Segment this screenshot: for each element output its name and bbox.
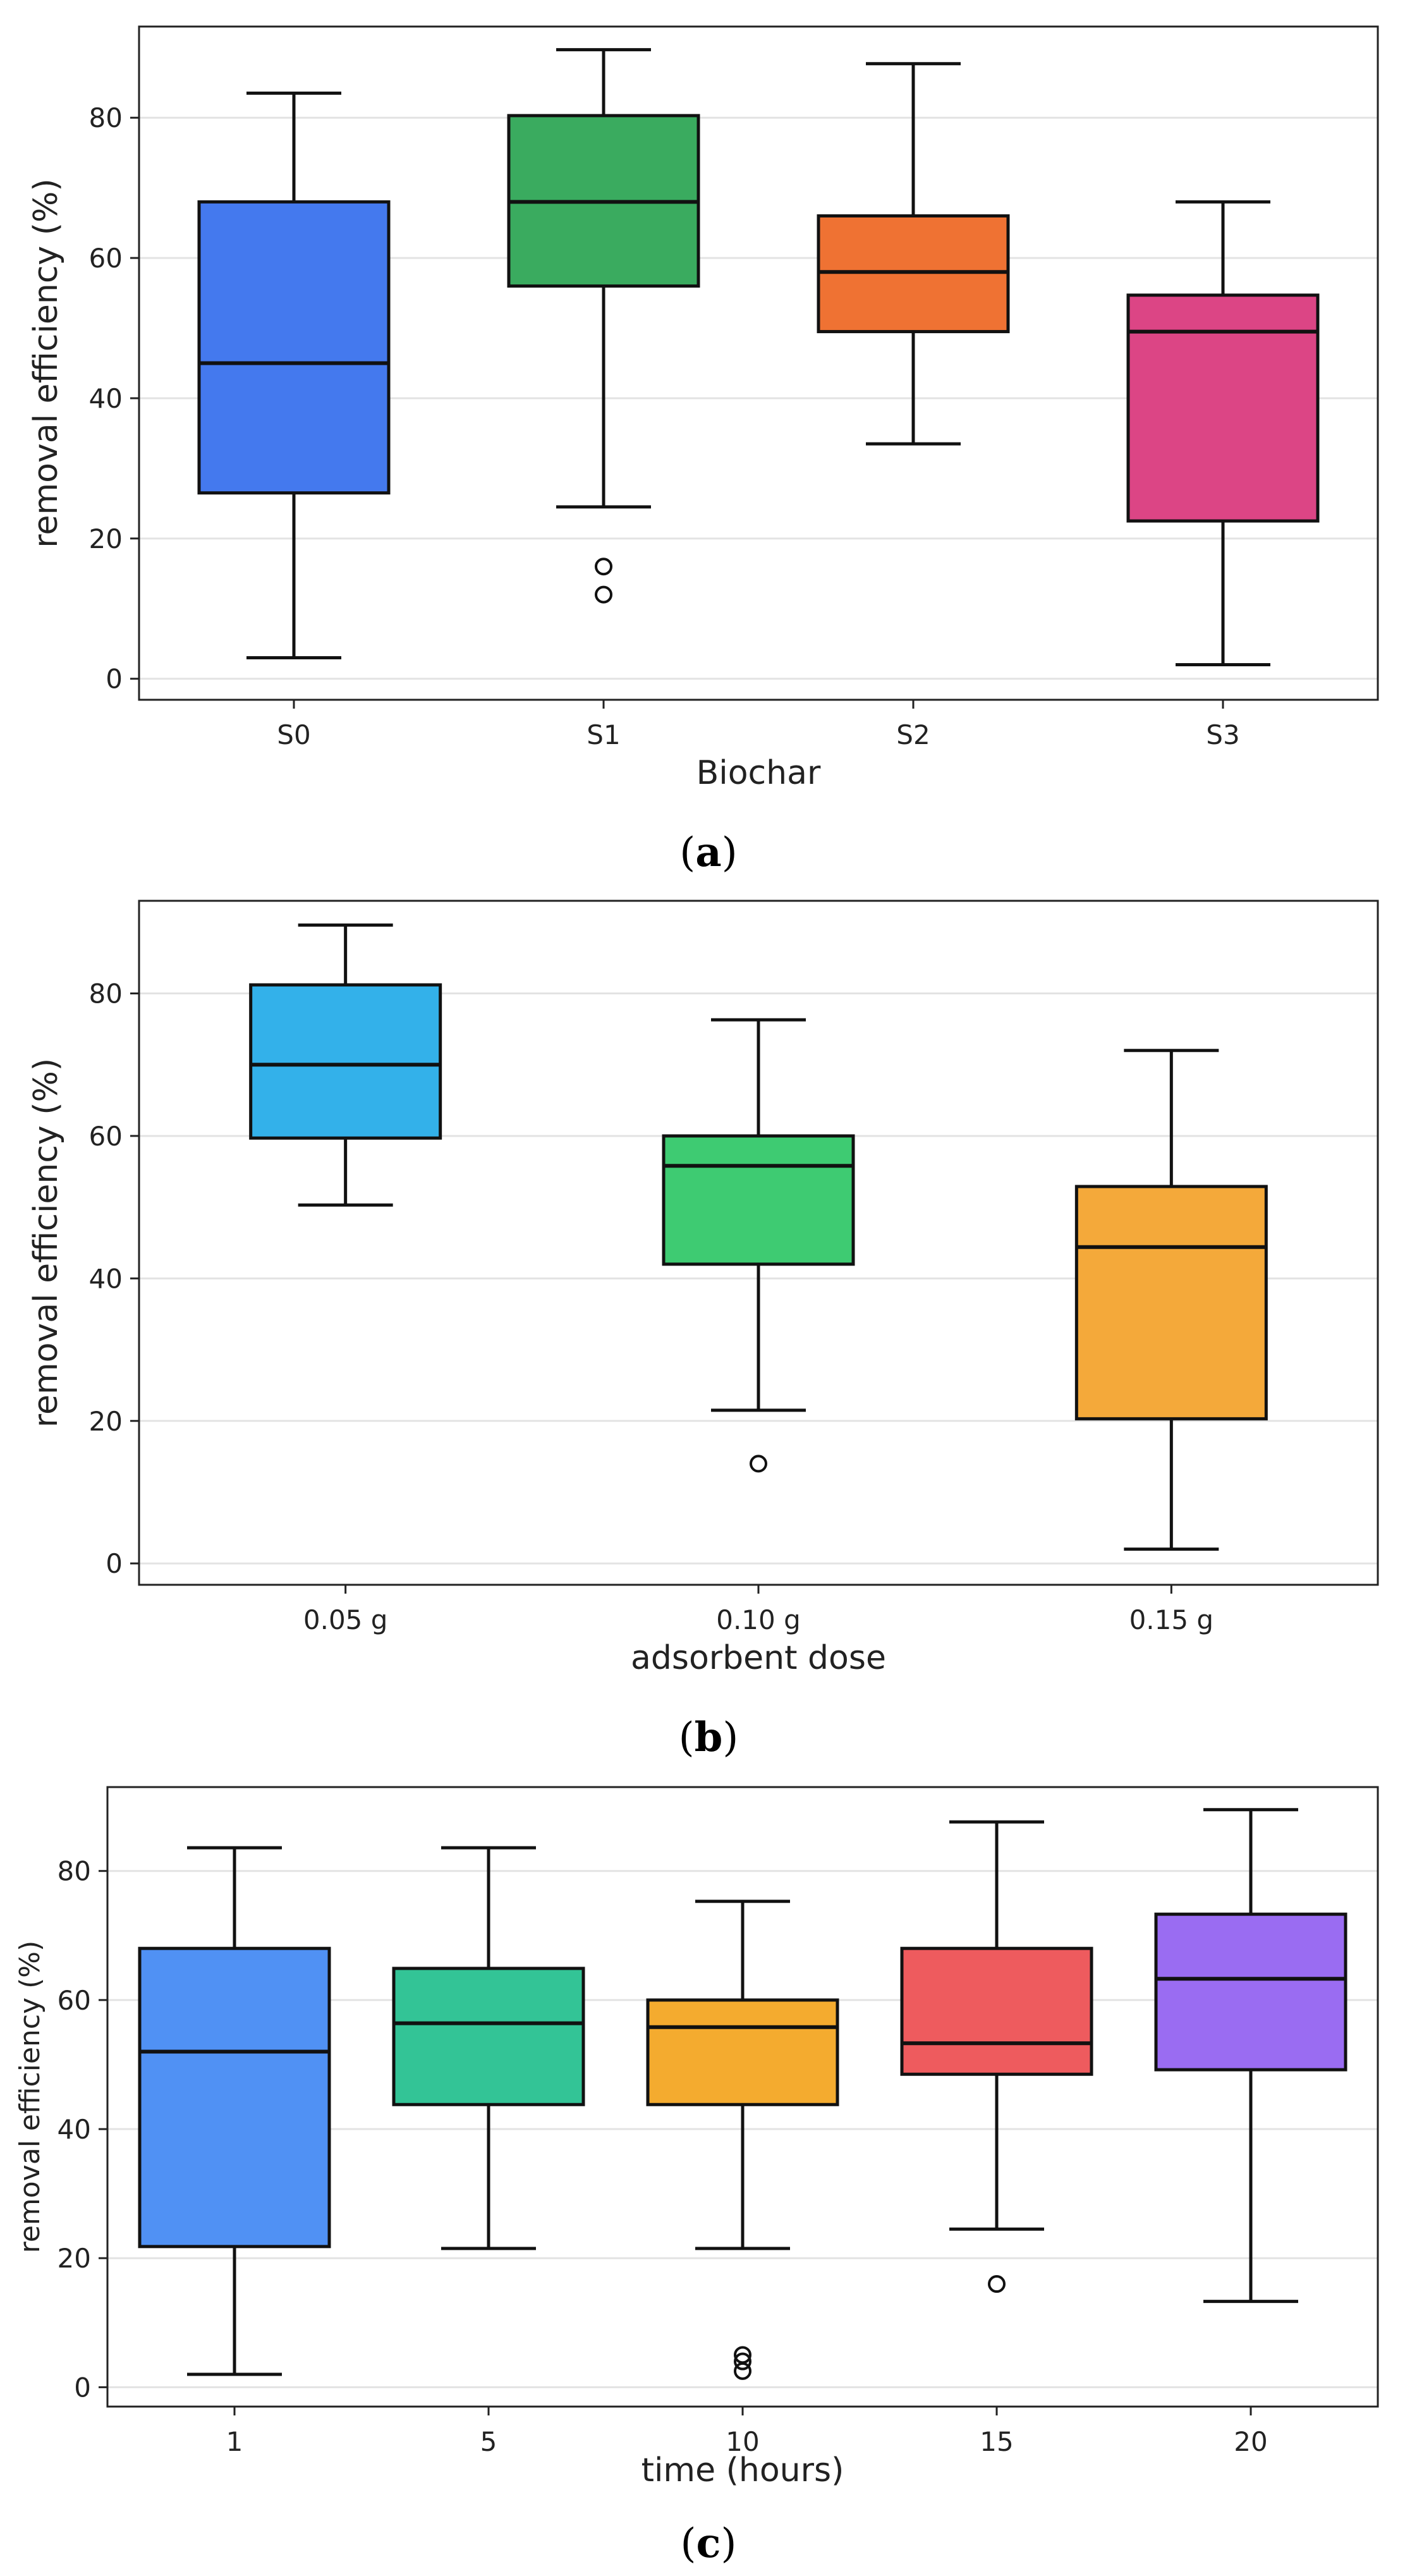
box-1 [138, 1846, 331, 2376]
y-axis-label: removal efficiency (%) [27, 1058, 65, 1427]
iqr-box [138, 1946, 331, 2249]
y-tick-label: 20 [89, 1406, 123, 1437]
iqr-box [1074, 1185, 1268, 1420]
y-tick-label: 40 [58, 2114, 91, 2145]
y-tick-label: 60 [89, 243, 123, 274]
panel-caption: (c) [681, 2520, 737, 2567]
outlier-point [750, 1455, 767, 1473]
y-tick-label: 40 [89, 1263, 123, 1294]
panel-caption: (b) [679, 1714, 739, 1761]
box-0.15-g [1074, 1049, 1268, 1551]
iqr-box [662, 1134, 855, 1266]
y-axis-label: removal efficiency (%) [27, 178, 65, 547]
iqr-box [392, 1967, 585, 2106]
x-tick-label: S2 [896, 719, 930, 750]
iqr-box [249, 983, 442, 1140]
box-10 [646, 1900, 839, 2380]
outlier-point [988, 2275, 1006, 2293]
x-tick-label: S3 [1206, 719, 1239, 750]
iqr-box [646, 1998, 839, 2106]
panel-caption-letter: b [695, 1714, 723, 1761]
y-tick-label: 80 [58, 1856, 91, 1887]
y-tick-label: 80 [89, 979, 123, 1010]
x-tick-label: 20 [1234, 2426, 1267, 2457]
y-tick-label: 0 [74, 2372, 91, 2403]
x-axis-label: Biochar [696, 754, 821, 792]
chart-panel-b: 0 20 40 60 80 0.05 g 0.10 g 0.15 g adsorbent dos… [27, 900, 1379, 1761]
x-tick-label: 10 [726, 2426, 759, 2457]
x-tick-label: 0.10 g [716, 1604, 801, 1635]
x-tick-label: 0.05 g [303, 1604, 388, 1635]
panel-caption-letter: a [695, 829, 721, 876]
panel-caption: (a) [679, 829, 737, 876]
box-5 [392, 1846, 585, 2250]
box-0.10-g [662, 1018, 855, 1473]
x-tick-label: 0.15 g [1129, 1604, 1214, 1635]
box-15 [900, 1820, 1093, 2293]
box-S3 [1126, 200, 1320, 667]
y-tick-label: 40 [89, 383, 123, 414]
y-tick-label: 60 [58, 1985, 91, 2016]
iqr-box [1126, 293, 1320, 523]
y-tick-label: 20 [89, 523, 123, 554]
outlier-point [595, 585, 612, 604]
y-axis-label: removal efficiency (%) [14, 1941, 46, 2254]
x-tick-label: S0 [277, 719, 310, 750]
plot-frame [138, 25, 1379, 701]
iqr-box [1154, 1912, 1347, 2072]
iqr-box [197, 200, 391, 495]
x-tick-label: 5 [480, 2426, 497, 2457]
x-tick-label: 1 [226, 2426, 243, 2457]
outlier-point [595, 558, 612, 576]
box-S1 [507, 48, 700, 604]
chart-panel-a: 0 20 40 60 80 S0 S1 S2 S3 Biochar removal efficien… [27, 25, 1379, 876]
y-tick-label: 80 [89, 102, 123, 133]
box-0.05-g [249, 923, 442, 1207]
outlier-point [734, 2362, 751, 2380]
x-axis-label: adsorbent dose [631, 1639, 886, 1677]
y-tick-label: 60 [89, 1121, 123, 1152]
box-S0 [197, 91, 391, 659]
x-tick-label: S1 [587, 719, 620, 750]
panel-caption-letter: c [696, 2520, 721, 2567]
x-tick-label: 15 [980, 2426, 1013, 2457]
iqr-box [900, 1946, 1093, 2076]
box-S2 [817, 62, 1010, 446]
y-tick-label: 0 [106, 1548, 123, 1579]
x-axis-label: time (hours) [642, 2451, 844, 2489]
y-tick-label: 20 [58, 2243, 91, 2274]
outlier-point [734, 2352, 751, 2371]
y-tick-label: 0 [106, 664, 123, 695]
box-20 [1154, 1808, 1347, 2304]
